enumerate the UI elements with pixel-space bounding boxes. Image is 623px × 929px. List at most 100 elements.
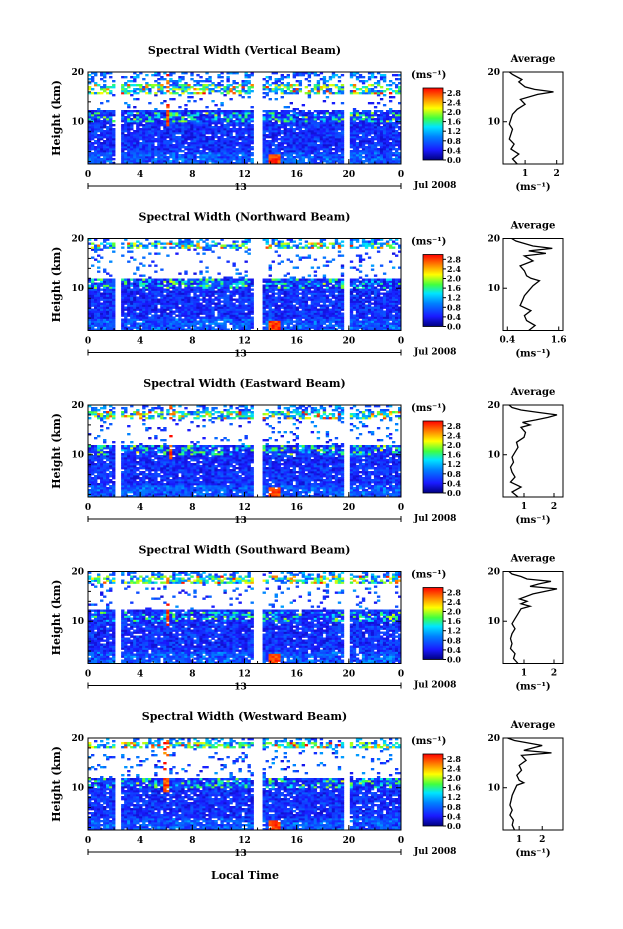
- day-label: 13: [234, 683, 247, 693]
- heatmap-cells: [88, 571, 402, 664]
- average-y-tick-label: 20: [487, 401, 500, 411]
- colorbar-tick-label: 1.2: [447, 792, 461, 802]
- x-tick-label: 12: [238, 670, 251, 680]
- x-tick-label: 8: [189, 503, 195, 513]
- x-tick-label: 0: [398, 503, 404, 513]
- panel-title: Spectral Width (Southward Beam): [138, 544, 350, 557]
- x-tick-label: 4: [137, 170, 143, 180]
- x-tick-label: 16: [290, 503, 303, 513]
- colorbar-unit: (ms⁻¹): [411, 570, 446, 581]
- x-tick-label: 0: [85, 170, 91, 180]
- y-tick-label: 20: [71, 568, 84, 578]
- colorbar-tick-label: 0.4: [447, 645, 461, 655]
- colorbar: [422, 87, 444, 161]
- x-tick-label: 4: [137, 836, 143, 846]
- colorbar-tick-label: 2.0: [447, 107, 461, 117]
- colorbar-tick-label: 2.4: [447, 97, 461, 107]
- x-tick-label: 20: [343, 836, 356, 846]
- x-tick-label: 16: [290, 170, 303, 180]
- average-x-tick-label: 1: [516, 835, 522, 845]
- colorbar-unit: (ms⁻¹): [411, 403, 446, 414]
- panel-southward-beam: Spectral Width (Southward Beam)1020Heigh…: [50, 544, 564, 693]
- date-label: Jul 2008: [413, 847, 456, 857]
- x-tick-label: 4: [137, 337, 143, 347]
- x-tick-label: 0: [398, 337, 404, 347]
- average-y-tick-label: 10: [487, 617, 500, 627]
- x-tick-label: 0: [398, 836, 404, 846]
- x-tick-label: 8: [189, 670, 195, 680]
- colorbar-tick-label: 0.4: [447, 312, 461, 322]
- x-tick-label: 0: [85, 836, 91, 846]
- x-axis-title: Local Time: [211, 869, 279, 882]
- x-tick-label: 20: [343, 170, 356, 180]
- panel-northward-beam: Spectral Width (Northward Beam) 10 20 Heigh…: [50, 211, 567, 360]
- y-axis-label: Height (km): [50, 413, 63, 489]
- x-tick-label: 0: [85, 670, 91, 680]
- heatmap-cells: [88, 238, 402, 331]
- colorbar-tick-label: 2.0: [447, 274, 461, 284]
- colorbar-tick-label: 2.0: [447, 773, 461, 783]
- average-title: Average: [510, 54, 556, 65]
- average-profile-line: [511, 237, 553, 332]
- colorbar: [422, 587, 444, 660]
- x-tick-label: 20: [343, 503, 356, 513]
- panel-eastward-beam: Spectral Width (Eastward Beam) 10 20 Height…: [50, 377, 564, 526]
- colorbar-unit: (ms⁻¹): [411, 736, 446, 747]
- y-tick-label: 10: [71, 451, 84, 461]
- average-title: Average: [510, 221, 556, 232]
- y-tick-label: 10: [71, 784, 84, 794]
- y-axis-label: Height (km): [50, 80, 63, 156]
- average-x-label: (ms⁻¹): [515, 848, 550, 859]
- y-tick-label: 10: [71, 118, 84, 128]
- panel-title: Spectral Width (Eastward Beam): [143, 377, 345, 390]
- colorbar-tick-label: 1.6: [447, 450, 461, 460]
- colorbar-tick-label: 1.6: [447, 616, 461, 626]
- x-tick-label: 20: [343, 337, 356, 347]
- panel-westward-beam: Spectral Width (Westward Beam)1020Height…: [50, 710, 564, 859]
- x-tick-label: 0: [398, 670, 404, 680]
- colorbar-tick-label: 0.8: [447, 635, 461, 645]
- average-profile-line: [507, 737, 552, 831]
- colorbar-tick-label: 2.8: [447, 754, 461, 764]
- colorbar-tick-label: 2.4: [447, 597, 461, 607]
- colorbar-tick-label: 2.4: [447, 430, 461, 440]
- colorbar-tick-label: 2.0: [447, 440, 461, 450]
- y-tick-label: 20: [71, 401, 84, 411]
- average-x-tick-label: 1: [521, 669, 527, 679]
- x-tick-label: 8: [189, 836, 195, 846]
- colorbar: [422, 753, 444, 827]
- date-label: Jul 2008: [413, 514, 456, 524]
- colorbar: [422, 254, 444, 327]
- y-tick-label: 10: [71, 284, 84, 294]
- colorbar-tick-label: 1.2: [447, 459, 461, 469]
- colorbar-tick-label: 1.2: [447, 626, 461, 636]
- colorbar-tick-label: 0.0: [447, 655, 461, 665]
- colorbar-tick-label: 0.0: [447, 821, 461, 831]
- x-tick-label: 16: [290, 836, 303, 846]
- y-tick-label: 20: [71, 68, 84, 78]
- average-x-tick-label: 2: [539, 835, 545, 845]
- colorbar-tick-label: 0.4: [447, 811, 461, 821]
- y-tick-label: 20: [71, 235, 84, 245]
- colorbar-tick-label: 0.8: [447, 136, 461, 146]
- average-x-tick-label: 2: [551, 669, 557, 679]
- colorbar-unit: (ms⁻¹): [411, 237, 446, 248]
- x-tick-label: 0: [85, 503, 91, 513]
- x-tick-label: 16: [290, 337, 303, 347]
- colorbar-unit: (ms⁻¹): [411, 70, 446, 81]
- average-y-tick-label: 20: [487, 235, 500, 245]
- average-y-tick-label: 10: [487, 284, 500, 294]
- average-x-label: (ms⁻¹): [515, 682, 550, 693]
- colorbar-tick-label: 1.2: [447, 126, 461, 136]
- x-tick-label: 12: [238, 170, 251, 180]
- average-y-tick-label: 10: [487, 118, 500, 128]
- colorbar-tick-label: 2.0: [447, 607, 461, 617]
- colorbar-tick-label: 0.4: [447, 145, 461, 155]
- colorbar-tick-label: 0.0: [447, 488, 461, 498]
- colorbar-tick-label: 0.0: [447, 322, 461, 332]
- y-axis-label: Height (km): [50, 247, 63, 323]
- average-frame: [502, 571, 564, 664]
- average-x-label: (ms⁻¹): [515, 515, 550, 526]
- average-frame: [502, 404, 564, 498]
- average-y-tick-label: 20: [487, 734, 500, 744]
